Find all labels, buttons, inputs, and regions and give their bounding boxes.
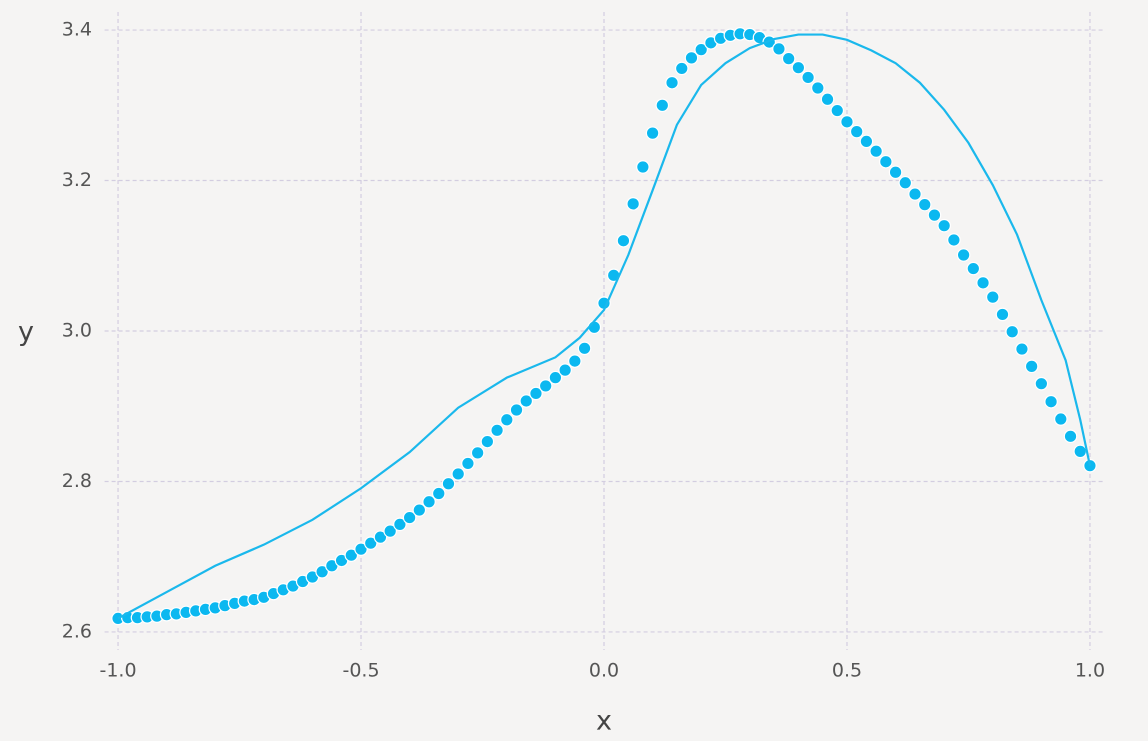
point <box>898 175 913 190</box>
point <box>1024 359 1039 374</box>
point <box>383 524 397 538</box>
point <box>830 103 845 118</box>
point <box>548 370 563 385</box>
point <box>956 248 971 262</box>
y-tick-label: 3.0 <box>62 320 92 342</box>
point <box>558 363 572 377</box>
x-tick-label: 0.0 <box>589 660 619 682</box>
point <box>1005 324 1020 339</box>
x-tick-label: -0.5 <box>342 660 379 682</box>
point <box>1073 444 1088 459</box>
point <box>645 126 660 140</box>
point <box>937 218 951 233</box>
point <box>674 61 689 76</box>
point <box>509 403 524 417</box>
y-tick-label: 2.8 <box>62 470 92 492</box>
point <box>1015 342 1029 356</box>
point <box>908 187 922 201</box>
point <box>480 434 495 449</box>
point <box>781 51 796 66</box>
point <box>995 307 1010 322</box>
point <box>1063 429 1078 444</box>
point <box>354 542 368 556</box>
point <box>976 276 990 290</box>
point <box>849 124 864 139</box>
point <box>451 467 466 481</box>
point <box>402 510 417 525</box>
point <box>879 154 893 169</box>
point <box>1044 394 1058 409</box>
point <box>655 98 670 113</box>
point <box>917 197 932 212</box>
point <box>616 233 631 248</box>
point <box>840 115 854 129</box>
point <box>1054 412 1068 426</box>
y-axis-label: y <box>18 317 34 348</box>
point <box>315 564 329 579</box>
y-tick-label: 3.4 <box>62 19 92 41</box>
point <box>869 144 883 158</box>
point <box>772 42 786 56</box>
point <box>393 517 407 532</box>
x-tick-label: 1.0 <box>1075 660 1105 682</box>
x-axis-label: x <box>596 706 612 737</box>
x-tick-label: 0.5 <box>832 660 862 682</box>
point <box>665 75 679 90</box>
point <box>1083 458 1097 473</box>
point <box>985 290 1000 304</box>
point <box>694 42 708 57</box>
point <box>791 60 806 75</box>
point <box>820 92 835 107</box>
point <box>927 208 942 222</box>
point <box>538 379 553 393</box>
point <box>684 51 699 65</box>
point <box>363 536 378 550</box>
point <box>947 233 961 247</box>
point <box>888 165 903 180</box>
point <box>441 476 456 491</box>
point <box>461 456 475 471</box>
y-tick-label: 2.6 <box>62 620 92 642</box>
point <box>568 354 582 368</box>
point <box>431 486 446 501</box>
point <box>519 394 534 408</box>
point <box>490 423 504 438</box>
point <box>373 530 388 544</box>
point <box>577 341 592 356</box>
point <box>859 134 874 149</box>
y-tick-label: 3.2 <box>62 169 92 191</box>
point <box>626 197 640 211</box>
point <box>412 503 427 517</box>
point <box>811 81 825 95</box>
point <box>801 70 815 85</box>
point <box>529 386 543 401</box>
point <box>966 261 981 276</box>
point <box>636 160 650 174</box>
point <box>470 446 485 460</box>
point <box>422 494 436 509</box>
point <box>1034 376 1049 391</box>
point <box>500 412 514 427</box>
line <box>117 33 1092 620</box>
point <box>344 548 359 563</box>
x-tick-label: -1.0 <box>99 660 136 682</box>
